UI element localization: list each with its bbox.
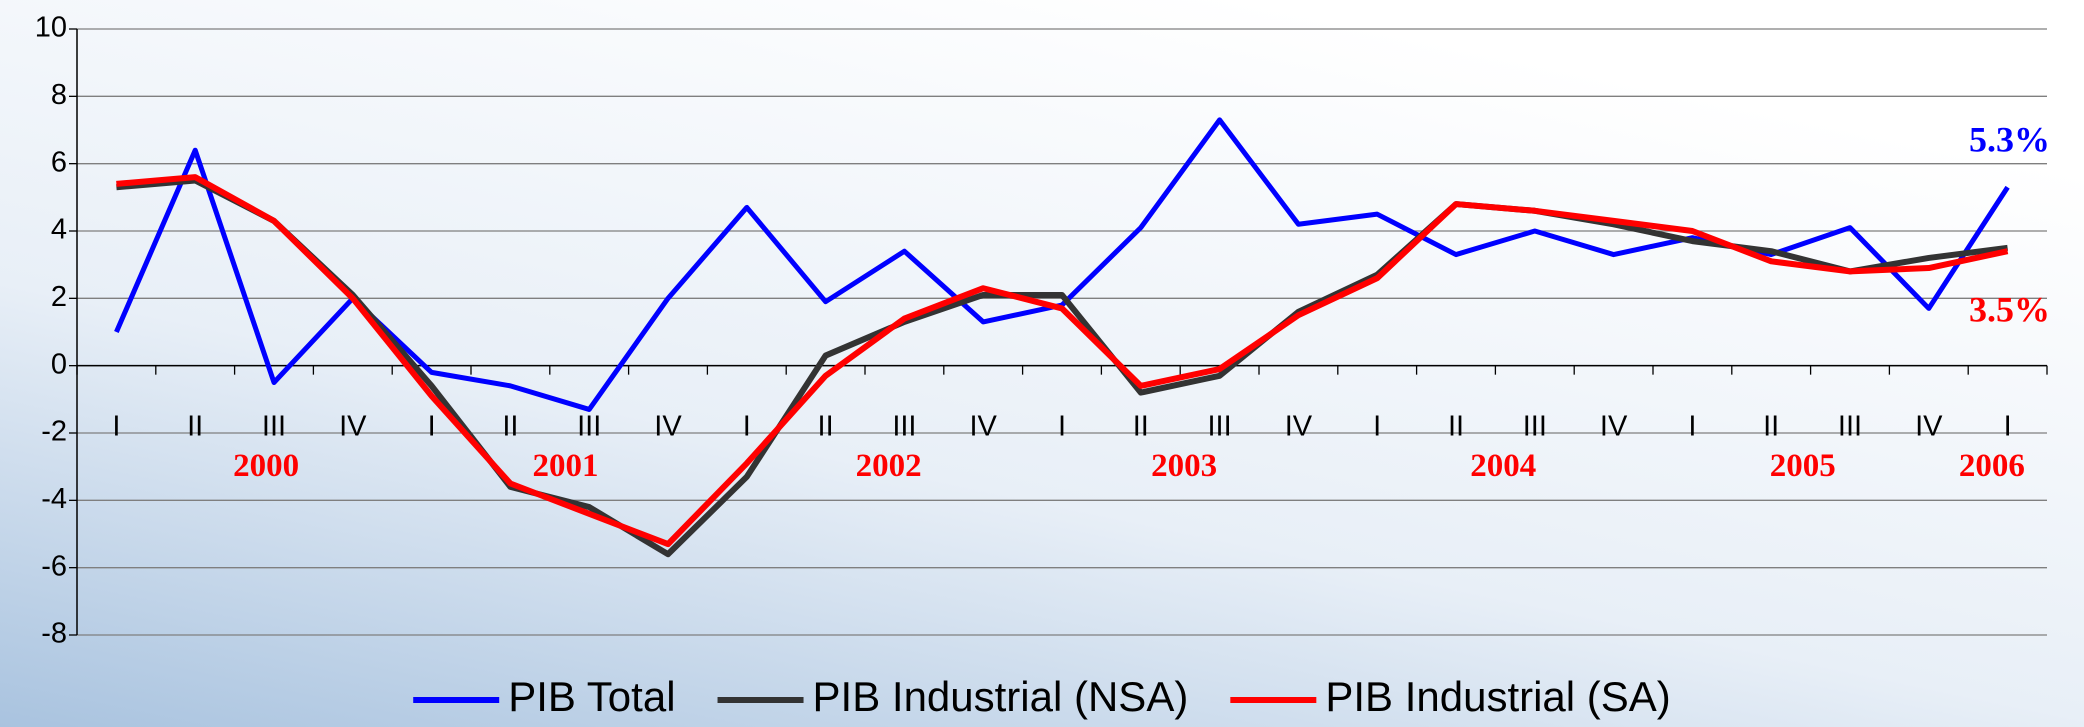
x-tick-label: IV	[339, 410, 367, 442]
annotation: 3.5%	[1969, 289, 2050, 329]
year-label: 2000	[233, 448, 299, 484]
x-tick-label: II	[1448, 410, 1464, 442]
year-label: 2005	[1770, 448, 1836, 484]
y-tick-label: 4	[51, 214, 67, 246]
series-line	[116, 174, 2009, 548]
legend-label: PIB Industrial (SA)	[1325, 673, 1670, 720]
series-line	[116, 177, 2008, 558]
y-tick-label: -6	[41, 550, 67, 582]
x-tick-label: II	[1133, 410, 1149, 442]
x-tick-label: III	[1838, 410, 1862, 442]
legend-label: PIB Industrial (NSA)	[813, 673, 1189, 720]
x-tick-label: III	[262, 410, 286, 442]
y-tick-label: 10	[35, 12, 67, 44]
x-tick-label: IV	[1285, 410, 1313, 442]
x-tick-label: I	[2004, 410, 2012, 442]
y-tick-label: -4	[41, 483, 67, 515]
y-tick-label: 8	[51, 79, 67, 111]
x-tick-label: I	[1688, 410, 1696, 442]
x-tick-label: III	[1523, 410, 1547, 442]
x-tick-label: III	[892, 410, 916, 442]
x-tick-label: I	[1373, 410, 1381, 442]
year-label: 2004	[1470, 448, 1536, 484]
x-tick-label: I	[428, 410, 436, 442]
x-tick-label: III	[1208, 410, 1232, 442]
x-tick-label: II	[818, 410, 834, 442]
x-tick-label: IV	[654, 410, 682, 442]
x-tick-label: I	[1058, 410, 1066, 442]
x-tick-label: I	[112, 410, 120, 442]
year-label: 2003	[1151, 448, 1217, 484]
y-tick-label: -8	[41, 618, 67, 650]
annotation: 5.3%	[1969, 119, 2050, 159]
year-label: 2002	[856, 448, 922, 484]
x-tick-label: II	[502, 410, 518, 442]
series-line	[114, 117, 2010, 412]
x-tick-label: IV	[969, 410, 997, 442]
y-tick-label: 6	[51, 146, 67, 178]
x-tick-label: I	[743, 410, 751, 442]
legend-label: PIB Total	[508, 673, 675, 720]
x-tick-label: II	[1763, 410, 1779, 442]
y-tick-label: 0	[51, 348, 67, 380]
x-tick-label: IV	[1915, 410, 1943, 442]
x-tick-label: IV	[1600, 410, 1628, 442]
y-tick-label: 2	[51, 281, 67, 313]
x-tick-label: III	[577, 410, 601, 442]
y-tick-label: -2	[41, 416, 67, 448]
year-label: 2001	[533, 448, 599, 484]
year-label: 2006	[1959, 448, 2025, 484]
x-tick-label: II	[187, 410, 203, 442]
